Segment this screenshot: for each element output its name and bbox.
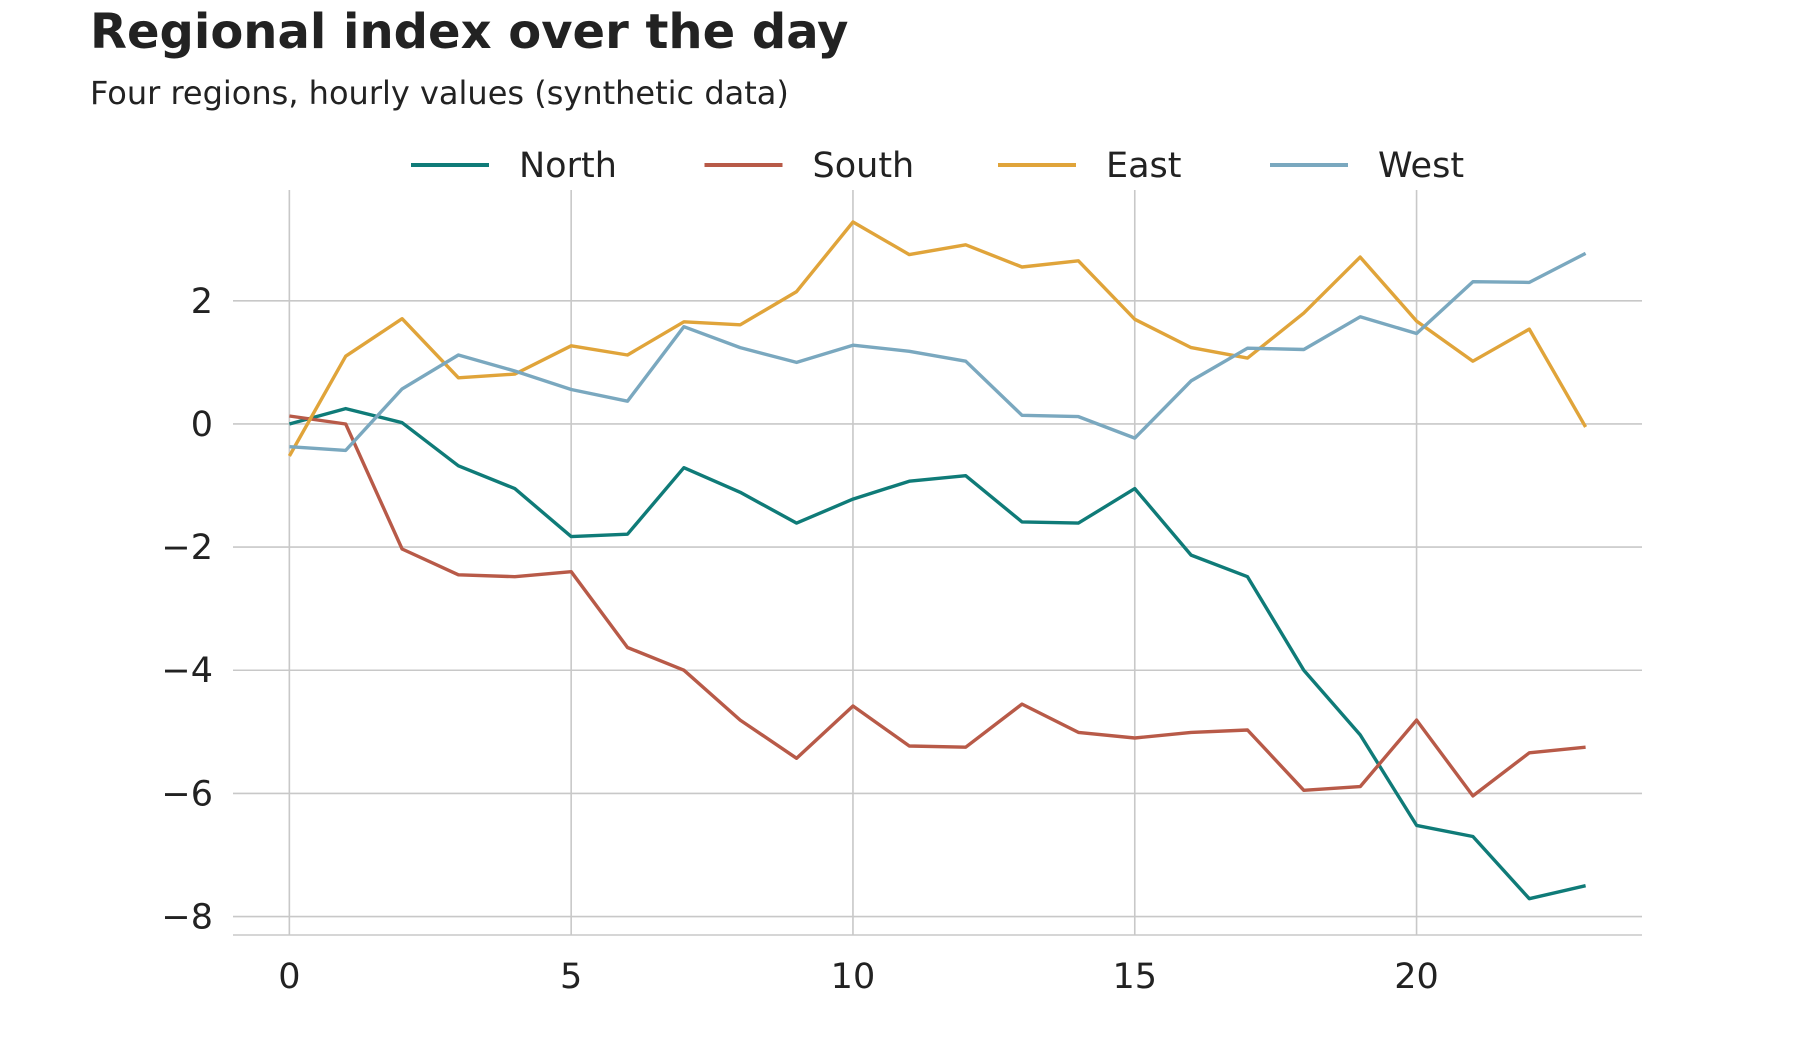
series-line-north — [288, 406, 1586, 901]
legend-item-west: West — [1270, 146, 1464, 186]
legend-item-north: North — [411, 146, 617, 186]
x-axis-ticks: 0 5 10 15 20 — [278, 957, 1439, 997]
plot-area — [287, 220, 1588, 901]
legend-label: South — [813, 146, 915, 186]
x-tick-label: 15 — [1112, 957, 1157, 997]
legend-item-east: East — [998, 146, 1182, 186]
legend-label: East — [1106, 146, 1182, 186]
y-tick-label: −8 — [161, 898, 213, 938]
y-tick-label: 2 — [191, 282, 213, 322]
x-tick-label: 0 — [278, 957, 300, 997]
grid — [233, 190, 1642, 935]
series-line-south — [289, 414, 1586, 798]
chart-title: Regional index over the day — [90, 4, 848, 60]
legend-label: West — [1378, 146, 1464, 186]
x-tick-label: 5 — [560, 957, 582, 997]
legend: North South East West — [411, 146, 1464, 186]
series-line-west — [289, 251, 1587, 453]
series-line-east — [287, 220, 1588, 457]
y-tick-label: −6 — [161, 774, 213, 814]
y-tick-label: −2 — [161, 528, 213, 568]
y-tick-label: −4 — [161, 651, 213, 691]
y-tick-label: 0 — [191, 405, 213, 445]
chart-subtitle: Four regions, hourly values (synthetic d… — [90, 74, 789, 112]
legend-item-south: South — [704, 146, 915, 186]
x-tick-label: 20 — [1394, 957, 1439, 997]
x-tick-label: 10 — [831, 957, 876, 997]
y-axis-ticks: 2 0 −2 −4 −6 −8 — [161, 282, 213, 938]
legend-label: North — [519, 146, 617, 186]
